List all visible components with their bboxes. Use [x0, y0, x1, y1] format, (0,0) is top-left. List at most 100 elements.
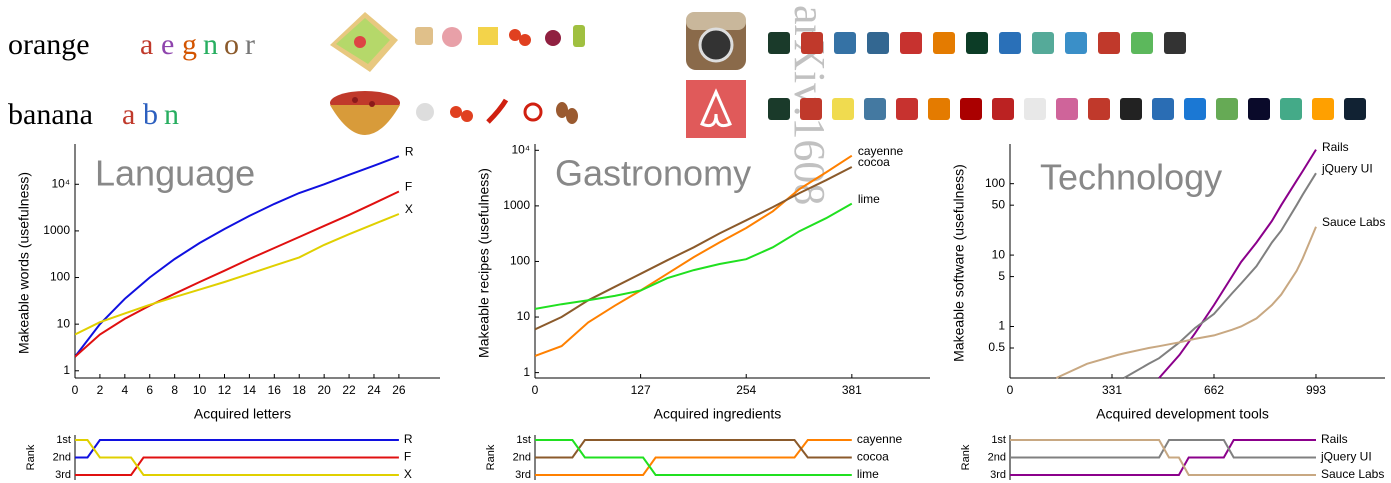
- series-label: jQuery UI: [1321, 161, 1373, 175]
- y-tick-label: 3rd: [55, 469, 71, 481]
- letter: n: [203, 28, 218, 61]
- x-tick-label: 0: [72, 383, 79, 397]
- chart-title: Technology: [1040, 157, 1222, 198]
- tool-icon: [834, 32, 856, 54]
- instagram-icon: [686, 12, 746, 70]
- tool-icon: [1248, 98, 1270, 120]
- letter: a: [140, 28, 153, 61]
- tool-icon: [1065, 32, 1087, 54]
- x-tick-label: 18: [293, 383, 307, 397]
- y-axis-label: Rank: [485, 444, 497, 470]
- x-tick-label: 254: [736, 383, 756, 397]
- series-line: [535, 154, 853, 357]
- y-tick-label: 2nd: [53, 451, 71, 463]
- sandwich-icon: [330, 12, 398, 72]
- tool-icon: [1152, 98, 1174, 120]
- tool-icon: [1120, 98, 1142, 120]
- word: orange: [8, 28, 90, 61]
- series-label: jQuery UI: [1320, 450, 1372, 464]
- x-tick-label: 0: [532, 383, 539, 397]
- letter: b: [143, 98, 158, 131]
- y-tick-label: 2nd: [513, 451, 531, 463]
- rank-line: [535, 439, 852, 476]
- letter: r: [245, 28, 255, 61]
- tool-icon: [1184, 98, 1206, 120]
- series-label: cayenne: [858, 144, 904, 158]
- x-tick-label: 10: [193, 383, 207, 397]
- y-tick-label: 50: [992, 197, 1006, 211]
- tool-icons: [768, 32, 1366, 120]
- tool-icon: [1088, 98, 1110, 120]
- tool-icon: [900, 32, 922, 54]
- x-axis-label: Acquired letters: [194, 406, 291, 422]
- y-tick-label: 1st: [516, 434, 531, 446]
- rank-line: [75, 456, 399, 476]
- tool-icon: [1164, 32, 1186, 54]
- series-line: [75, 213, 400, 336]
- x-tick-label: 12: [218, 383, 232, 397]
- tool-icon: [1056, 98, 1078, 120]
- tool-icon: [867, 32, 889, 54]
- y-tick-label: 3rd: [515, 469, 531, 481]
- series-label: F: [404, 450, 411, 464]
- chart-title: Gastronomy: [555, 153, 751, 194]
- ingredient-icons: [415, 25, 585, 124]
- tool-icon: [960, 98, 982, 120]
- tool-icon: [966, 32, 988, 54]
- y-tick-label: 1st: [56, 434, 71, 446]
- rank-line: [535, 439, 852, 476]
- y-axis-label: Makeable words (usefulness): [16, 172, 32, 354]
- bowl-icon: [330, 91, 400, 135]
- tool-icon: [768, 32, 790, 54]
- letter: a: [122, 98, 135, 131]
- x-tick-label: 331: [1102, 383, 1122, 397]
- tool-icon: [832, 98, 854, 120]
- y-tick-label: 10: [517, 309, 531, 323]
- y-axis-label: Makeable software (usefulness): [951, 164, 967, 362]
- series-label: Sauce Labs: [1322, 215, 1385, 229]
- letter: o: [224, 28, 239, 61]
- x-tick-label: 381: [842, 383, 862, 397]
- rank-line: [535, 439, 852, 459]
- x-tick-label: 0: [1007, 383, 1014, 397]
- tool-icon: [1098, 32, 1120, 54]
- tool-icon: [1344, 98, 1366, 120]
- tool-icon: [992, 98, 1014, 120]
- x-tick-label: 2: [97, 383, 104, 397]
- rank-line: [75, 439, 399, 476]
- x-tick-label: 20: [317, 383, 331, 397]
- y-tick-label: 100: [985, 176, 1005, 190]
- series-label: cocoa: [858, 155, 890, 169]
- x-tick-label: 16: [268, 383, 282, 397]
- letter: n: [164, 98, 179, 131]
- tool-icon: [1032, 32, 1054, 54]
- x-tick-label: 22: [342, 383, 356, 397]
- y-tick-label: 1: [63, 363, 70, 377]
- y-tick-label: 1: [523, 365, 530, 379]
- series-label: R: [404, 432, 413, 446]
- word: banana: [8, 98, 93, 131]
- series-label: lime: [857, 467, 879, 481]
- series-line: [75, 155, 400, 358]
- series-label: Sauce Labs: [1321, 467, 1384, 481]
- chart-title: Language: [95, 153, 255, 194]
- tool-icon: [1312, 98, 1334, 120]
- x-tick-label: 993: [1306, 383, 1326, 397]
- tool-icon: [864, 98, 886, 120]
- y-axis-label: Rank: [25, 444, 37, 470]
- tool-icon: [768, 98, 790, 120]
- y-tick-label: 1st: [991, 434, 1006, 446]
- series-label: cocoa: [857, 450, 889, 464]
- y-tick-label: 3rd: [990, 469, 1006, 481]
- series-line: [1158, 149, 1317, 379]
- rank-line: [75, 439, 399, 459]
- series-label: X: [404, 467, 412, 481]
- x-axis-label: Acquired ingredients: [654, 406, 782, 422]
- series-label: R: [405, 144, 414, 158]
- tool-icon: [933, 32, 955, 54]
- x-tick-label: 127: [631, 383, 651, 397]
- y-tick-label: 0.5: [988, 340, 1005, 354]
- tool-icon: [801, 32, 823, 54]
